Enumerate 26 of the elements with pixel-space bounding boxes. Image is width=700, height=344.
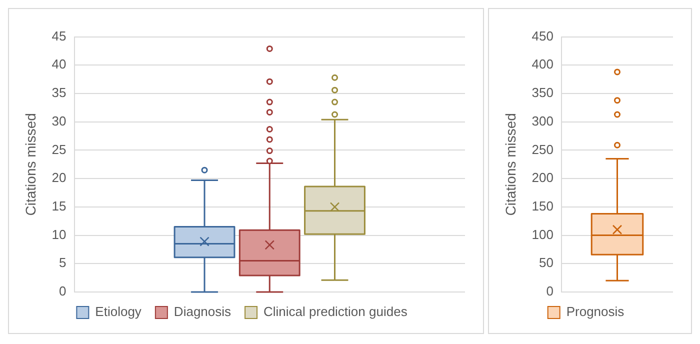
y-axis-title: Citations missed <box>22 113 38 216</box>
legend-label: Etiology <box>95 304 142 320</box>
y-tick-label: 200 <box>532 170 554 186</box>
y-tick-label: 400 <box>532 56 554 72</box>
y-tick-label: 300 <box>532 113 554 128</box>
y-tick-label: 30 <box>52 113 66 128</box>
y-tick-label: 10 <box>52 226 66 242</box>
y-tick-label: 250 <box>532 142 554 157</box>
y-tick-label: 150 <box>532 198 554 214</box>
y-tick-label: 40 <box>52 56 66 72</box>
y-tick-label: 5 <box>59 255 66 270</box>
y-tick-label: 100 <box>532 226 554 242</box>
y-tick-label: 350 <box>532 85 554 100</box>
y-tick-label: 15 <box>52 198 66 214</box>
legend-label: Diagnosis <box>174 304 232 320</box>
y-axis-title: Citations missed <box>502 113 518 216</box>
y-tick-label: 450 <box>532 28 554 44</box>
legend-label: Clinical prediction guides <box>264 304 408 320</box>
legend-label: Prognosis <box>566 304 625 320</box>
y-tick-label: 20 <box>52 170 66 186</box>
y-tick-label: 25 <box>52 142 66 157</box>
y-tick-label: 50 <box>539 255 554 270</box>
y-tick-label: 45 <box>52 28 66 44</box>
y-tick-label: 0 <box>546 284 554 299</box>
y-tick-label: 35 <box>52 85 66 100</box>
y-tick-label: 0 <box>59 284 66 299</box>
